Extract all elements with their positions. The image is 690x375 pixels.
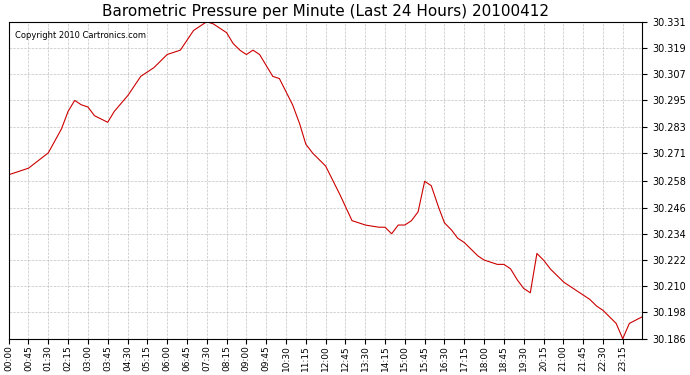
Text: Copyright 2010 Cartronics.com: Copyright 2010 Cartronics.com (15, 31, 146, 40)
Title: Barometric Pressure per Minute (Last 24 Hours) 20100412: Barometric Pressure per Minute (Last 24 … (102, 4, 549, 19)
